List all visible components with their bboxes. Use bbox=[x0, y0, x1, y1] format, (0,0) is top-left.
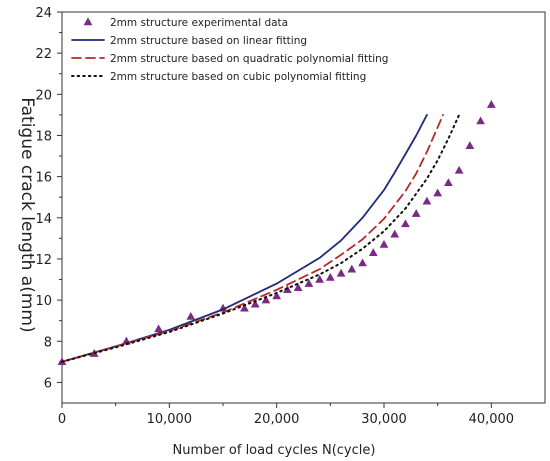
data-point bbox=[444, 178, 453, 187]
data-point bbox=[240, 303, 249, 312]
data-point bbox=[411, 209, 421, 217]
x-tick-label: 0 bbox=[58, 412, 66, 427]
y-tick-label: 20 bbox=[35, 88, 52, 103]
series-line bbox=[61, 114, 444, 363]
y-axis-label: Fatigue crack length a(mm) bbox=[17, 97, 37, 332]
legend: 2mm structure experimental data 2mm struc… bbox=[71, 17, 388, 83]
x-tick-label: 30,000 bbox=[361, 412, 407, 427]
y-tick-label: 24 bbox=[35, 6, 52, 21]
y-tick-label: 14 bbox=[35, 212, 52, 227]
series-3 bbox=[61, 113, 461, 363]
series-line bbox=[61, 114, 428, 363]
series-2 bbox=[61, 114, 444, 363]
data-point bbox=[422, 196, 432, 205]
y-tick-label: 6 bbox=[44, 376, 52, 391]
x-tick-label: 20,000 bbox=[254, 412, 300, 427]
data-point bbox=[154, 324, 163, 333]
legend-label: 2mm structure based on linear fitting bbox=[110, 35, 307, 47]
y-tick-label: 8 bbox=[44, 335, 52, 350]
data-point bbox=[476, 116, 485, 125]
data-point bbox=[379, 239, 389, 248]
data-point bbox=[336, 268, 346, 277]
plot-frame bbox=[61, 11, 546, 404]
legend-label: 2mm structure based on cubic polynomial … bbox=[110, 71, 366, 83]
y-tick-label: 10 bbox=[35, 294, 52, 309]
x-axis-label: Number of load cycles N(cycle) bbox=[173, 443, 376, 458]
legend-label: 2mm structure experimental data bbox=[110, 17, 288, 29]
y-tick-label: 22 bbox=[35, 47, 52, 62]
data-point bbox=[272, 291, 282, 300]
y-tick-label: 12 bbox=[35, 253, 52, 268]
plot-border bbox=[61, 11, 546, 404]
data-point bbox=[250, 299, 260, 308]
data-point bbox=[293, 283, 303, 291]
data-point bbox=[486, 100, 496, 108]
series-1 bbox=[61, 114, 428, 363]
y-tick-label: 16 bbox=[35, 171, 52, 186]
data-point bbox=[390, 229, 400, 238]
data-point bbox=[401, 219, 410, 228]
series-layer bbox=[57, 100, 496, 366]
x-tick-label: 10,000 bbox=[147, 412, 193, 427]
data-point bbox=[315, 274, 324, 283]
data-point bbox=[433, 188, 443, 197]
series-0 bbox=[57, 100, 496, 366]
data-point bbox=[454, 165, 464, 174]
legend-label: 2mm structure based on quadratic polynom… bbox=[110, 53, 388, 65]
data-point bbox=[465, 141, 475, 149]
x-tick-label: 40,000 bbox=[469, 412, 515, 427]
data-point bbox=[368, 248, 378, 256]
y-axis-ticks: 6 8 10 12 14 16 18 20 22 24 bbox=[35, 6, 62, 391]
y-tick-label: 18 bbox=[35, 129, 52, 144]
data-point bbox=[325, 272, 335, 281]
data-point bbox=[347, 264, 357, 273]
data-point bbox=[304, 279, 314, 287]
data-point bbox=[261, 295, 271, 304]
x-axis-ticks: 0 10,000 20,000 30,000 40,000 bbox=[58, 403, 514, 427]
series-line bbox=[61, 113, 461, 363]
data-point bbox=[358, 258, 367, 267]
data-point bbox=[186, 311, 196, 320]
legend-swatch bbox=[83, 17, 93, 26]
